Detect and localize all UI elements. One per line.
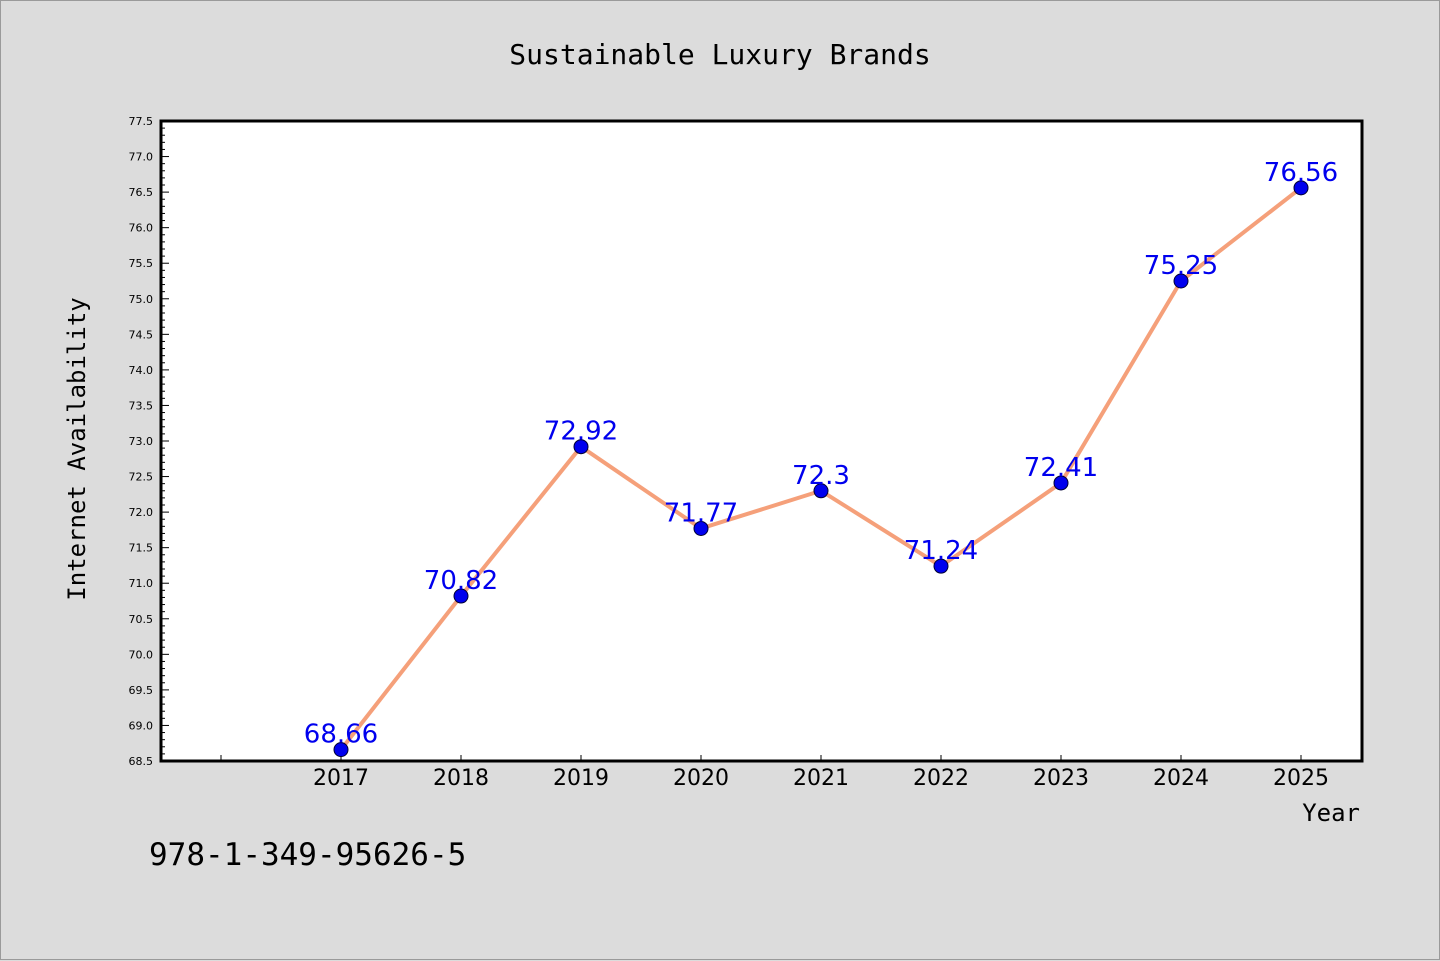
x-tick-label: 2017 <box>313 766 369 791</box>
y-tick-label: 75.0 <box>129 293 154 306</box>
y-tick-label: 72.5 <box>129 471 154 484</box>
y-axis: 68.5 69.0 69.5 70.0 70.5 71.0 71.5 72.0 72.5 73.0… <box>129 115 169 768</box>
y-tick-label: 75.5 <box>129 257 154 270</box>
data-label: 68.66 <box>304 720 378 750</box>
x-axis-title: Year <box>1302 799 1360 827</box>
series-group <box>333 180 1309 758</box>
x-tick-label: 2020 <box>673 766 729 791</box>
y-tick-label: 74.0 <box>129 364 154 377</box>
y-tick-label: 77.0 <box>129 151 154 164</box>
data-label: 72.92 <box>544 417 618 447</box>
data-label: 75.25 <box>1144 251 1218 281</box>
data-point <box>693 520 709 536</box>
y-tick-label: 73.5 <box>129 399 154 412</box>
data-label: 76.56 <box>1264 158 1338 188</box>
data-label: 71.77 <box>664 498 738 528</box>
y-tick-label: 76.5 <box>129 186 154 199</box>
x-tick-label: 2019 <box>553 766 609 791</box>
chart-title: Sustainable Luxury Brands <box>509 38 930 71</box>
y-tick-label: 71.5 <box>129 542 154 555</box>
y-tick-label: 70.5 <box>129 613 154 626</box>
x-axis: 2017 2018 2019 2020 2021 2022 2023 2024 2025 <box>220 755 1329 791</box>
y-tick-label: 74.5 <box>129 328 154 341</box>
x-tick-label: 2021 <box>793 766 849 791</box>
data-label: 72.3 <box>792 461 850 491</box>
y-tick-label: 77.5 <box>129 115 154 128</box>
y-tick-label: 76.0 <box>129 222 154 235</box>
data-point <box>1293 180 1309 196</box>
y-tick-label: 68.5 <box>129 755 154 768</box>
data-point <box>1053 475 1069 491</box>
x-tick-label: 2025 <box>1273 766 1329 791</box>
y-tick-label: 73.0 <box>129 435 154 448</box>
y-tick-label: 69.0 <box>129 719 154 732</box>
x-tick-label: 2018 <box>433 766 489 791</box>
plot-area <box>159 119 1364 763</box>
data-point <box>333 742 349 758</box>
data-point <box>813 483 829 499</box>
y-tick-label: 70.0 <box>129 648 154 661</box>
y-tick-label: 72.0 <box>129 506 154 519</box>
x-tick-label: 2022 <box>913 766 969 791</box>
data-point <box>573 439 589 455</box>
isbn-code: 978-1-349-95626-5 <box>149 837 466 873</box>
y-tick-label: 69.5 <box>129 684 154 697</box>
data-point <box>1173 273 1189 289</box>
data-labels: 68.66 70.82 72.92 71.77 72.3 71.24 72.41 75.25 7… <box>304 158 1338 750</box>
data-point <box>453 588 469 604</box>
data-label: 71.24 <box>904 536 978 566</box>
data-label: 72.41 <box>1024 453 1098 483</box>
data-point <box>933 558 949 574</box>
x-tick-label: 2023 <box>1033 766 1089 791</box>
y-axis-title: Internet Availability <box>63 297 91 600</box>
x-tick-label: 2024 <box>1153 766 1209 791</box>
data-label: 70.82 <box>424 566 498 596</box>
y-tick-label: 71.0 <box>129 577 154 590</box>
